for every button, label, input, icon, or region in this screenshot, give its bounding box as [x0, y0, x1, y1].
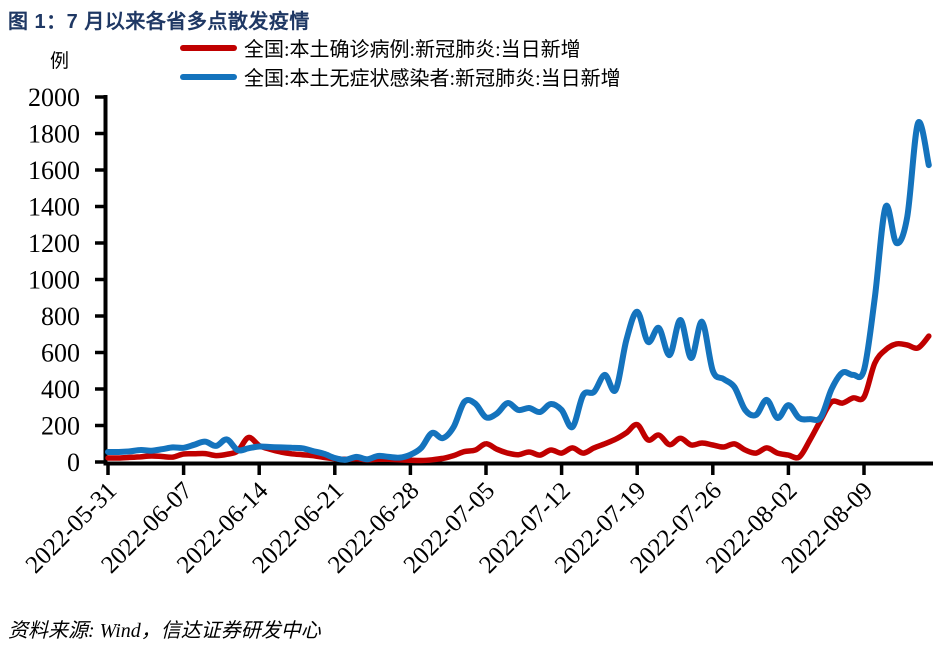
figure-title: 图 1：7 月以来各省多点散发疫情: [8, 11, 310, 33]
y-axis-unit-label: 例: [50, 51, 70, 72]
y-tick-label: 1000: [28, 266, 80, 295]
series-line-confirmed: [105, 333, 932, 464]
legend-item-asymptomatic: 全国:本土无症状感染者:新冠肺炎:当日新增: [180, 62, 621, 91]
line-swatch-confirmed: [180, 44, 237, 51]
y-tick-label: 1800: [28, 120, 80, 149]
y-tick-label: 800: [41, 302, 80, 331]
y-tick-label: 1600: [28, 156, 80, 185]
source-note: 资料来源: Wind，信达证券研发中心: [8, 620, 321, 642]
legend-item-confirmed: 全国:本土确诊病例:新冠肺炎:当日新增: [180, 33, 621, 62]
legend: 全国:本土确诊病例:新冠肺炎:当日新增 全国:本土无症状感染者:新冠肺炎:当日新…: [180, 33, 621, 91]
y-tick-label: 1400: [28, 193, 80, 222]
legend-label-confirmed: 全国:本土确诊病例:新冠肺炎:当日新增: [244, 39, 581, 61]
y-tick-label: 1200: [28, 229, 80, 258]
y-tick-label: 0: [67, 448, 80, 477]
y-tick-label: 200: [41, 412, 80, 441]
line-swatch-asymptomatic: [180, 73, 237, 80]
y-tick-label: 400: [41, 375, 80, 404]
legend-label-asymptomatic: 全国:本土无症状感染者:新冠肺炎:当日新增: [244, 68, 621, 90]
y-tick-label: 600: [41, 339, 80, 368]
series-line-asymptomatic: [105, 119, 932, 463]
y-tick-label: 2000: [28, 83, 80, 112]
